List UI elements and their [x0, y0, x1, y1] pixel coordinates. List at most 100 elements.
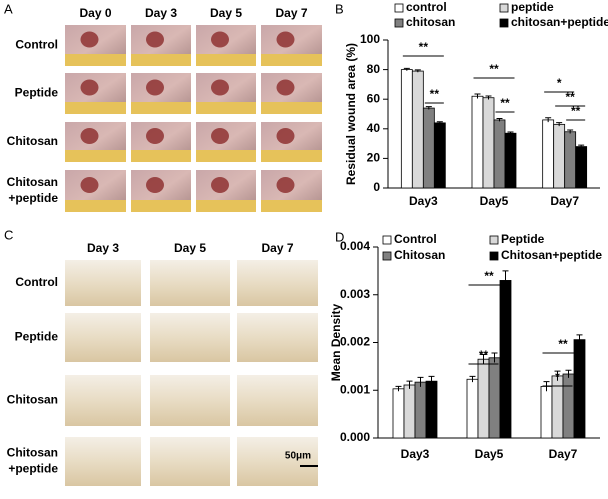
significance-label: *	[555, 370, 560, 384]
wound	[80, 177, 99, 193]
legend-swatch	[394, 3, 404, 13]
significance-label: **	[500, 96, 510, 110]
wound	[146, 128, 164, 144]
significance-label: **	[484, 269, 494, 283]
error-bar	[578, 144, 585, 149]
row-label: Chitosan	[7, 175, 58, 189]
bar	[400, 69, 413, 189]
error-bar	[474, 93, 481, 99]
histology-photo	[150, 375, 230, 426]
significance-label: **	[419, 40, 429, 54]
bar	[403, 384, 416, 439]
bar	[551, 375, 564, 439]
ruler	[196, 200, 256, 212]
ruler	[65, 102, 126, 114]
panel-label: D	[335, 229, 344, 244]
wound	[80, 79, 99, 96]
column-header: Day 7	[275, 6, 307, 20]
bar	[542, 119, 555, 189]
bar	[488, 357, 501, 439]
legend-swatch	[489, 251, 499, 261]
ruler	[261, 102, 322, 114]
significance-label: **	[489, 62, 499, 76]
panel-label: B	[335, 1, 344, 16]
histology-photo	[150, 437, 230, 486]
y-tick-label: 100	[360, 32, 380, 46]
bar	[564, 131, 577, 189]
column-header: Day 3	[145, 6, 177, 20]
ruler	[261, 150, 322, 162]
y-tick-label: 0.000	[340, 430, 370, 444]
error-bar	[496, 117, 503, 122]
bar	[540, 386, 553, 439]
ruler	[65, 200, 126, 212]
wound	[276, 79, 295, 96]
panel-label: A	[4, 1, 13, 16]
error-bar	[565, 369, 572, 378]
legend-swatch	[499, 3, 509, 13]
wound	[276, 177, 295, 193]
histology-photo	[65, 437, 141, 486]
error-bar	[406, 380, 413, 389]
error-bar	[417, 376, 424, 387]
histology-photo	[65, 260, 141, 306]
wound	[146, 177, 164, 193]
significance-label: *	[557, 76, 562, 90]
error-bar	[469, 375, 476, 383]
error-bar	[403, 67, 410, 71]
wound	[80, 31, 99, 48]
histology-photo	[150, 260, 230, 306]
ruler	[196, 54, 256, 66]
error-bar	[507, 131, 514, 135]
x-tick-label: Day5	[480, 194, 509, 208]
histology-photo	[237, 260, 318, 306]
y-tick-label: 80	[367, 62, 381, 76]
bar	[562, 373, 575, 439]
bar	[433, 122, 446, 189]
legend-swatch	[489, 235, 499, 245]
bar	[471, 95, 484, 189]
x-tick-label: Day3	[409, 194, 438, 208]
row-label: Peptide	[15, 330, 59, 344]
row-label: Control	[15, 275, 58, 289]
ruler	[131, 54, 191, 66]
legend-label: control	[406, 0, 447, 14]
ruler	[131, 102, 191, 114]
error-bar	[428, 375, 435, 386]
y-tick-label: 0.003	[340, 287, 370, 301]
bar	[422, 107, 435, 189]
row-label: +peptide	[8, 462, 58, 476]
bar	[504, 132, 517, 189]
wound	[211, 79, 229, 96]
legend-label: chitosan+peptide	[511, 15, 608, 29]
y-tick-label: 60	[367, 91, 381, 105]
y-tick-label: 0	[373, 180, 380, 194]
error-bar	[554, 370, 561, 381]
y-axis-label: Residual wound area (%)	[344, 43, 358, 185]
error-bar	[414, 69, 421, 73]
ruler	[196, 150, 256, 162]
significance-label: **	[479, 348, 489, 362]
legend-label: chitosan	[406, 15, 455, 29]
error-bar	[567, 129, 574, 134]
ruler	[261, 54, 322, 66]
x-tick-label: Day5	[475, 447, 504, 461]
column-header: Day 5	[210, 6, 242, 20]
bar	[573, 339, 586, 439]
bar	[414, 381, 427, 439]
error-bar	[556, 122, 563, 127]
legend-label: Control	[394, 232, 437, 246]
error-bar	[485, 95, 492, 100]
bar	[482, 97, 495, 189]
error-bar	[480, 353, 487, 364]
row-label: Chitosan	[7, 446, 58, 460]
column-header: Day 7	[261, 241, 293, 255]
y-axis-label: Mean Density	[329, 303, 343, 381]
scale-bar-label: 50μm	[285, 451, 311, 462]
wound	[146, 79, 164, 96]
ruler	[65, 150, 126, 162]
y-tick-label: 0.004	[340, 239, 370, 253]
legend-swatch	[394, 18, 404, 28]
column-header: Day 0	[79, 6, 111, 20]
